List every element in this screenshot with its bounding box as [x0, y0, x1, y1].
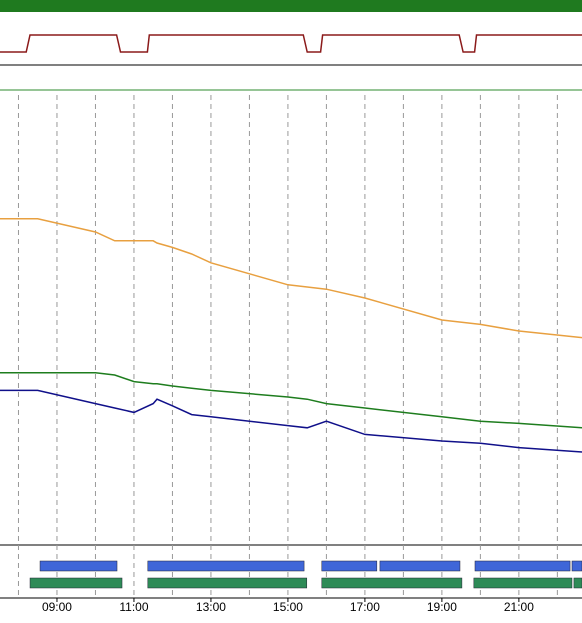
interval-bar	[474, 560, 571, 572]
data-line	[0, 372, 582, 429]
x-tick-label: 09:00	[42, 600, 72, 614]
x-tick-label: 19:00	[427, 600, 457, 614]
status-band	[0, 0, 582, 12]
data-line	[0, 389, 582, 453]
interval-bar	[473, 577, 573, 589]
x-tick-label: 15:00	[273, 600, 303, 614]
interval-bar	[571, 560, 582, 572]
interval-bar	[29, 577, 123, 589]
interval-bar	[573, 577, 582, 589]
x-tick-label: 13:00	[196, 600, 226, 614]
interval-bar	[321, 560, 378, 572]
interval-bar	[379, 560, 461, 572]
interval-bar	[39, 560, 118, 572]
x-tick-label: 21:00	[504, 600, 534, 614]
interval-bar	[147, 560, 305, 572]
data-line	[0, 218, 582, 339]
interval-bar	[321, 577, 463, 589]
x-tick-label: 11:00	[119, 600, 148, 614]
x-tick-label: 17:00	[350, 600, 380, 614]
data-line	[0, 34, 582, 53]
interval-bar	[147, 577, 308, 589]
